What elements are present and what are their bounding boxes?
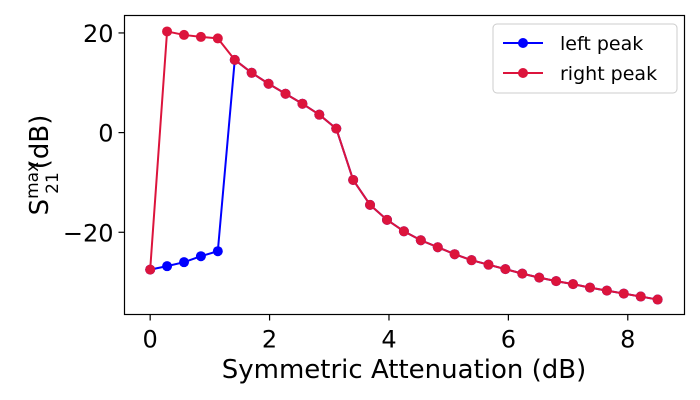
y-axis: −20 0 20 bbox=[63, 20, 125, 247]
data-point-right-peak bbox=[398, 226, 409, 237]
y-tick-label: −20 bbox=[63, 219, 114, 247]
x-axis: 0 2 4 6 8 bbox=[143, 314, 635, 354]
data-point-right-peak bbox=[500, 264, 511, 275]
data-point-right-peak bbox=[331, 123, 342, 134]
legend-marker-right-peak bbox=[518, 68, 528, 78]
x-tick-label: 6 bbox=[501, 326, 516, 354]
data-point-right-peak bbox=[432, 242, 443, 253]
data-point-right-peak bbox=[212, 33, 223, 44]
data-point-right-peak bbox=[551, 276, 562, 287]
series-line-left-peak bbox=[149, 58, 658, 301]
data-point-right-peak bbox=[263, 78, 274, 89]
legend-frame bbox=[492, 23, 678, 94]
data-point-right-peak bbox=[415, 235, 426, 246]
data-point-right-peak bbox=[534, 272, 545, 283]
data-point-right-peak bbox=[568, 279, 579, 290]
legend: left peak right peak bbox=[492, 23, 678, 94]
x-tick-label: 4 bbox=[381, 326, 396, 354]
legend-label-left-peak: left peak bbox=[560, 33, 643, 55]
data-point-right-peak bbox=[297, 98, 308, 109]
data-point-right-peak bbox=[652, 294, 663, 305]
data-point-right-peak bbox=[365, 199, 376, 210]
data-point-right-peak bbox=[466, 255, 477, 266]
data-point-right-peak bbox=[229, 54, 240, 65]
series-layer bbox=[145, 26, 663, 305]
data-point-left-peak bbox=[212, 246, 223, 257]
data-point-right-peak bbox=[162, 26, 173, 37]
y-tick-label: 0 bbox=[98, 120, 113, 148]
legend-marker-left-peak bbox=[518, 38, 528, 48]
data-point-right-peak bbox=[280, 88, 291, 99]
y-axis-label-superscript: max bbox=[23, 162, 43, 199]
data-point-right-peak bbox=[246, 67, 257, 78]
x-tick-label: 8 bbox=[620, 326, 635, 354]
x-axis-label: Symmetric Attenuation (dB) bbox=[222, 355, 587, 385]
data-point-right-peak bbox=[483, 259, 494, 270]
data-point-right-peak bbox=[348, 174, 359, 185]
y-axis-label-unit: (dB) bbox=[25, 115, 55, 170]
data-point-right-peak bbox=[449, 249, 460, 260]
y-axis-label-base: S bbox=[25, 199, 55, 216]
data-point-right-peak bbox=[601, 285, 612, 296]
svg-text:Smax21(dB): Smax21(dB) bbox=[23, 115, 63, 216]
y-axis-label-subscript: 21 bbox=[43, 172, 63, 194]
data-point-left-peak bbox=[195, 251, 206, 262]
x-tick-label: 2 bbox=[262, 326, 277, 354]
data-point-right-peak bbox=[618, 288, 629, 299]
data-point-right-peak bbox=[382, 214, 393, 225]
data-point-left-peak bbox=[162, 261, 173, 272]
data-point-right-peak bbox=[179, 29, 190, 40]
data-point-left-peak bbox=[179, 257, 190, 268]
plot-frame bbox=[123, 14, 686, 316]
data-point-right-peak bbox=[195, 31, 206, 42]
legend-label-right-peak: right peak bbox=[560, 63, 657, 85]
data-point-right-peak bbox=[584, 282, 595, 293]
y-tick-label: 20 bbox=[83, 20, 114, 48]
data-point-right-peak bbox=[517, 268, 528, 279]
data-point-right-peak bbox=[635, 291, 646, 302]
data-point-right-peak bbox=[145, 264, 156, 275]
y-axis-label: Smax21(dB) bbox=[23, 115, 63, 216]
x-tick-label: 0 bbox=[143, 326, 158, 354]
data-point-right-peak bbox=[314, 109, 325, 120]
